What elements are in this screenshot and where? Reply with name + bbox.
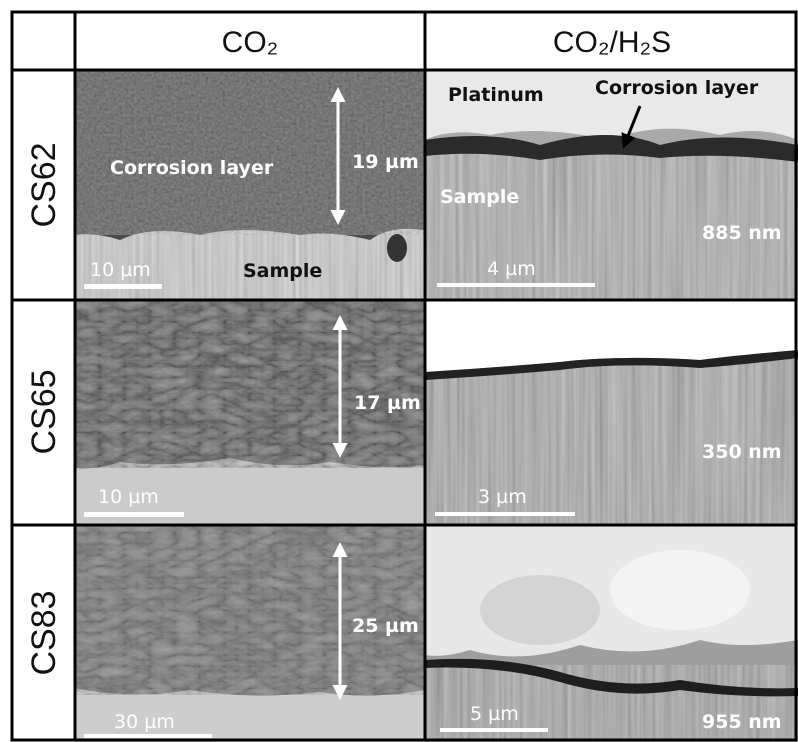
column-header: CO₂/H₂S xyxy=(553,26,671,59)
scale-bar xyxy=(84,512,184,517)
thickness-label: 19 µm xyxy=(352,151,419,173)
scale-bar xyxy=(84,734,212,738)
figure: CO₂ CO₂/H₂S CS62 CS65 CS83 Corrosion lay… xyxy=(0,0,798,742)
scale-bar xyxy=(84,284,162,289)
sample-label: Sample xyxy=(440,186,519,208)
scale-bar-label: 4 µm xyxy=(487,258,536,280)
row-label: CS62 xyxy=(25,142,63,227)
thickness-label: 25 µm xyxy=(352,615,419,637)
scale-bar-label: 10 µm xyxy=(98,486,159,508)
layer-label: Corrosion layer xyxy=(595,77,759,99)
column-header: CO₂ xyxy=(222,26,279,59)
thickness-label: 350 nm xyxy=(702,441,782,463)
thickness-label: 955 nm xyxy=(702,711,782,733)
layer-label: Corrosion layer xyxy=(110,157,274,179)
scale-bar xyxy=(440,728,548,732)
scale-bar-label: 3 µm xyxy=(478,486,527,508)
scale-bar-label: 30 µm xyxy=(114,711,175,733)
scale-bar xyxy=(437,283,595,287)
sample-label: Sample xyxy=(243,260,322,282)
scale-bar-label: 10 µm xyxy=(90,259,151,281)
row-label: CS65 xyxy=(25,369,63,454)
thickness-label: 885 nm xyxy=(702,222,782,244)
scale-bar xyxy=(435,512,575,516)
row-label: CS83 xyxy=(25,590,63,675)
scale-bar-label: 5 µm xyxy=(470,703,519,725)
platinum-label: Platinum xyxy=(448,84,544,106)
thickness-label: 17 µm xyxy=(354,392,421,414)
